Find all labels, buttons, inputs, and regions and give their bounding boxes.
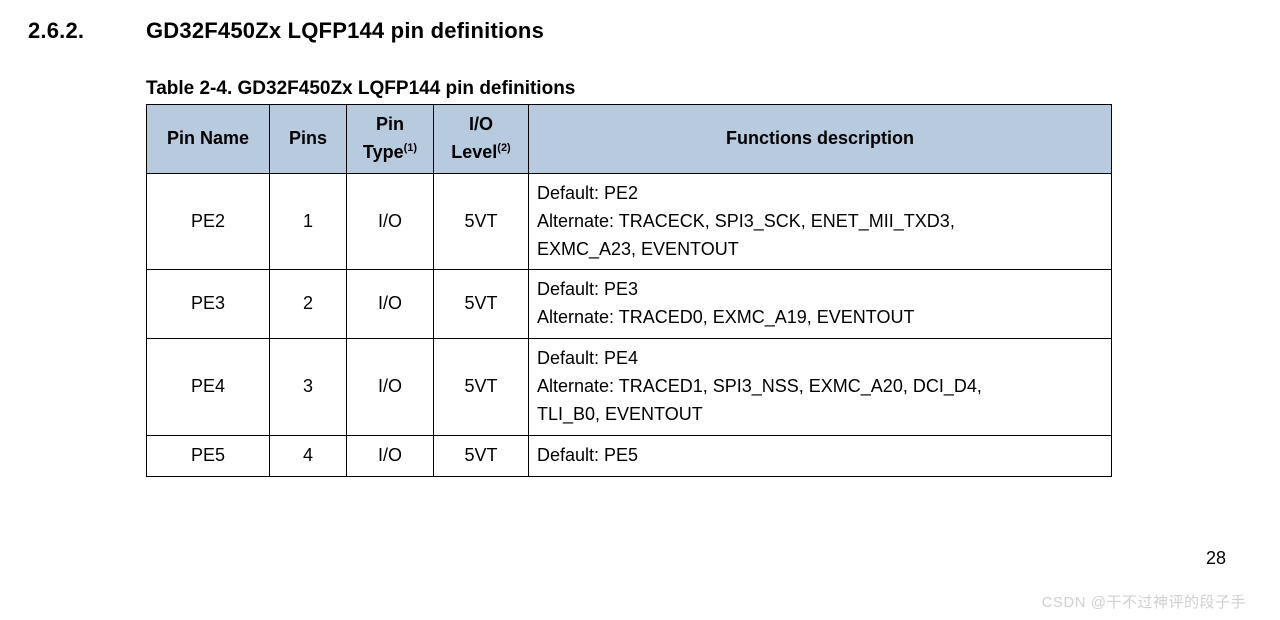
cell-pin-name: PE5: [147, 435, 270, 476]
col-header-pin-name-text: Pin Name: [167, 128, 249, 148]
section-title: GD32F450Zx LQFP144 pin definitions: [146, 18, 1240, 44]
cell-io-level: 5VT: [434, 270, 529, 339]
cell-pin-type: I/O: [347, 339, 434, 436]
function-line: TLI_B0, EVENTOUT: [537, 401, 1103, 429]
cell-pin-name: PE2: [147, 173, 270, 270]
col-header-io-level-text: I/O Level: [451, 114, 497, 162]
function-line: Alternate: TRACECK, SPI3_SCK, ENET_MII_T…: [537, 208, 1103, 236]
cell-pin-type: I/O: [347, 435, 434, 476]
cell-pins: 4: [270, 435, 347, 476]
col-header-pin-type-text: Pin Type: [363, 114, 404, 162]
cell-io-level: 5VT: [434, 435, 529, 476]
cell-pin-name: PE3: [147, 270, 270, 339]
col-header-pins-text: Pins: [289, 128, 327, 148]
cell-pin-type: I/O: [347, 270, 434, 339]
function-line: EXMC_A23, EVENTOUT: [537, 236, 1103, 264]
function-line: Default: PE4: [537, 345, 1103, 373]
cell-functions: Default: PE2Alternate: TRACECK, SPI3_SCK…: [529, 173, 1112, 270]
watermark: CSDN @干不过神评的段子手: [1042, 591, 1246, 612]
col-header-pin-type-sup: (1): [404, 142, 417, 154]
function-line: Default: PE3: [537, 276, 1103, 304]
cell-pins: 1: [270, 173, 347, 270]
document-page: 2.6.2. GD32F450Zx LQFP144 pin definition…: [0, 0, 1280, 477]
col-header-functions-text: Functions description: [726, 128, 914, 148]
cell-pin-name: PE4: [147, 339, 270, 436]
col-header-io-level-sup: (2): [497, 142, 510, 154]
table-body: PE21I/O5VTDefault: PE2Alternate: TRACECK…: [147, 173, 1112, 476]
cell-pins: 3: [270, 339, 347, 436]
function-line: Alternate: TRACED0, EXMC_A19, EVENTOUT: [537, 304, 1103, 332]
col-header-pin-type: Pin Type(1): [347, 105, 434, 174]
cell-pin-type: I/O: [347, 173, 434, 270]
table-caption: Table 2-4. GD32F450Zx LQFP144 pin defini…: [146, 78, 1240, 100]
col-header-pin-name: Pin Name: [147, 105, 270, 174]
col-header-pins: Pins: [270, 105, 347, 174]
table-row: PE21I/O5VTDefault: PE2Alternate: TRACECK…: [147, 173, 1112, 270]
pin-definitions-table: Pin Name Pins Pin Type(1) I/O Level(2) F…: [146, 104, 1112, 477]
table-header-row: Pin Name Pins Pin Type(1) I/O Level(2) F…: [147, 105, 1112, 174]
function-line: Alternate: TRACED1, SPI3_NSS, EXMC_A20, …: [537, 373, 1103, 401]
table-row: PE43I/O5VTDefault: PE4Alternate: TRACED1…: [147, 339, 1112, 436]
col-header-io-level: I/O Level(2): [434, 105, 529, 174]
cell-functions: Default: PE3Alternate: TRACED0, EXMC_A19…: [529, 270, 1112, 339]
table-row: PE54I/O5VT Default: PE5: [147, 435, 1112, 476]
page-number: 28: [1206, 548, 1226, 569]
section-number: 2.6.2.: [28, 18, 146, 44]
function-line: Default: PE5: [537, 442, 1103, 470]
cell-pins: 2: [270, 270, 347, 339]
cell-io-level: 5VT: [434, 173, 529, 270]
cell-functions: Default: PE4Alternate: TRACED1, SPI3_NSS…: [529, 339, 1112, 436]
cell-functions: Default: PE5: [529, 435, 1112, 476]
col-header-functions: Functions description: [529, 105, 1112, 174]
function-line: Default: PE2: [537, 180, 1103, 208]
cell-io-level: 5VT: [434, 339, 529, 436]
table-row: PE32I/O5VTDefault: PE3Alternate: TRACED0…: [147, 270, 1112, 339]
section-heading: 2.6.2. GD32F450Zx LQFP144 pin definition…: [28, 18, 1240, 44]
